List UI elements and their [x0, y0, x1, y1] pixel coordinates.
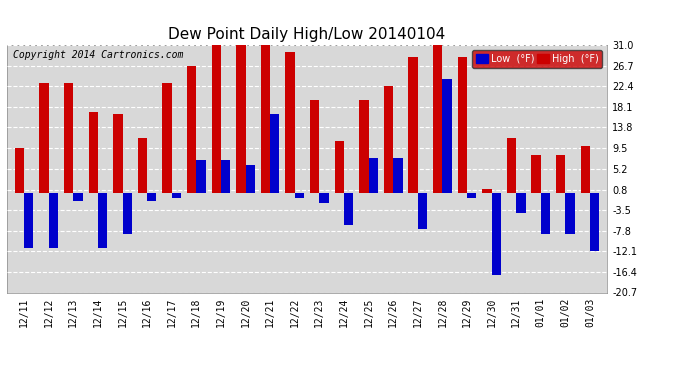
Bar [384, 86, 393, 194]
Bar [64, 83, 73, 194]
Bar [417, 194, 427, 229]
Bar [359, 100, 368, 194]
Bar [212, 45, 221, 194]
Bar [516, 194, 526, 213]
Bar [14, 148, 24, 194]
Title: Dew Point Daily High/Low 20140104: Dew Point Daily High/Low 20140104 [168, 27, 446, 42]
Bar [39, 83, 49, 194]
Bar [24, 194, 34, 249]
Bar [187, 66, 197, 194]
Bar [88, 112, 98, 194]
Bar [261, 45, 270, 194]
Bar [162, 83, 172, 194]
Bar [73, 194, 83, 201]
Bar [393, 158, 402, 194]
Bar [541, 194, 550, 234]
Bar [319, 194, 328, 203]
Bar [236, 45, 246, 194]
Bar [442, 78, 452, 194]
Bar [197, 160, 206, 194]
Text: Copyright 2014 Cartronics.com: Copyright 2014 Cartronics.com [13, 50, 184, 60]
Legend: Low  (°F), High  (°F): Low (°F), High (°F) [472, 50, 602, 68]
Bar [98, 194, 107, 249]
Bar [580, 146, 590, 194]
Bar [138, 138, 147, 194]
Bar [433, 45, 442, 194]
Bar [590, 194, 600, 251]
Bar [246, 165, 255, 194]
Bar [147, 194, 157, 201]
Bar [113, 114, 123, 194]
Bar [565, 194, 575, 234]
Bar [123, 194, 132, 234]
Bar [408, 57, 417, 194]
Bar [491, 194, 501, 275]
Bar [221, 160, 230, 194]
Bar [368, 158, 378, 194]
Bar [310, 100, 319, 194]
Bar [344, 194, 353, 225]
Bar [457, 57, 467, 194]
Bar [507, 138, 516, 194]
Bar [467, 194, 476, 198]
Bar [335, 141, 344, 194]
Bar [556, 155, 565, 194]
Bar [172, 194, 181, 198]
Bar [295, 194, 304, 198]
Bar [531, 155, 541, 194]
Bar [270, 114, 279, 194]
Bar [49, 194, 58, 249]
Bar [286, 52, 295, 194]
Bar [482, 189, 491, 194]
